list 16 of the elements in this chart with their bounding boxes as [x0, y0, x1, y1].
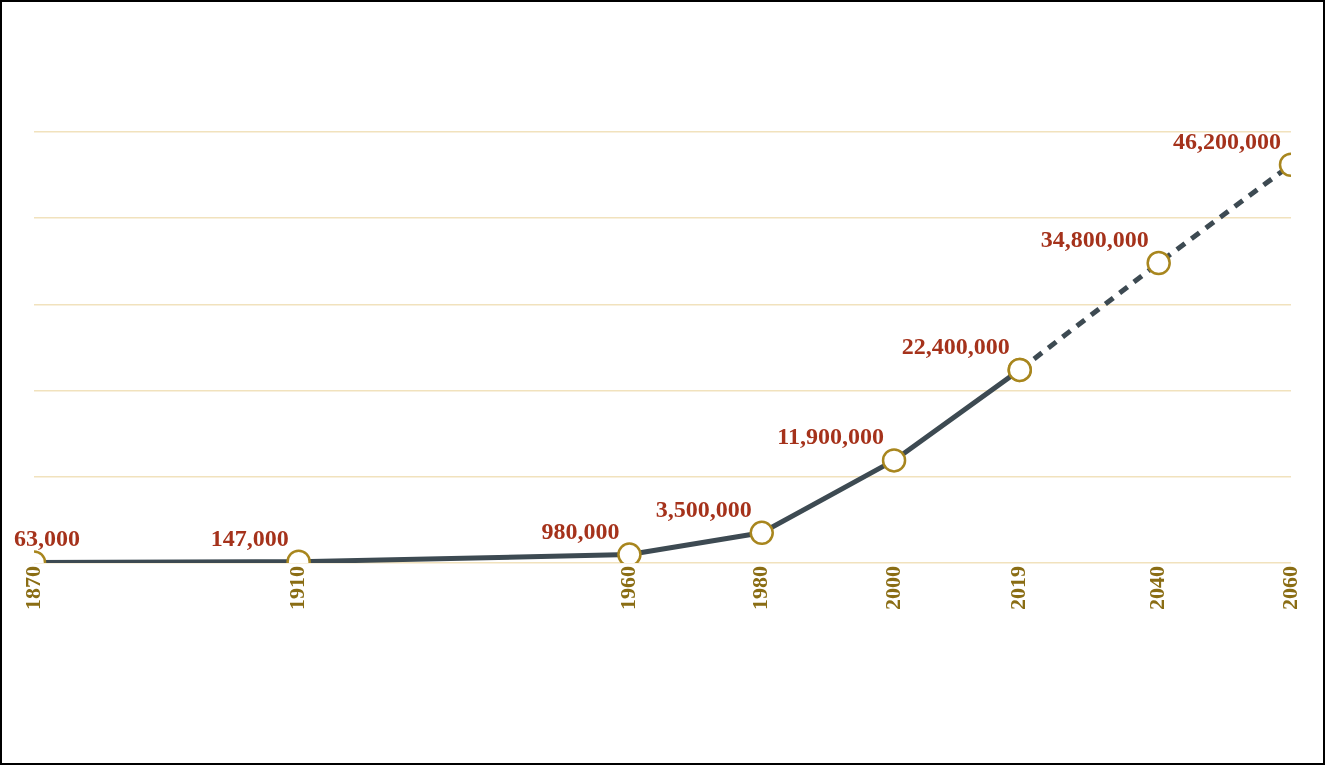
x-tick-label: 1870	[19, 566, 45, 610]
data-label: 980,000	[541, 517, 620, 544]
x-tick-label: 1960	[615, 566, 641, 610]
data-label: 147,000	[210, 524, 289, 551]
x-tick-label: 2060	[1276, 566, 1302, 610]
x-tick-label: 1910	[284, 566, 310, 610]
x-tick-label: 1980	[747, 566, 773, 610]
data-label: 34,800,000	[1040, 226, 1149, 253]
data-label: 11,900,000	[777, 423, 885, 450]
data-label: 63,000	[14, 525, 80, 552]
data-label: 3,500,000	[655, 495, 752, 522]
data-label: 46,200,000	[1173, 127, 1281, 154]
x-tick-label: 2019	[1005, 566, 1031, 610]
x-tick-label: 2000	[879, 566, 905, 610]
data-label: 22,400,000	[901, 332, 1010, 359]
x-tick-label: 2040	[1144, 566, 1170, 610]
